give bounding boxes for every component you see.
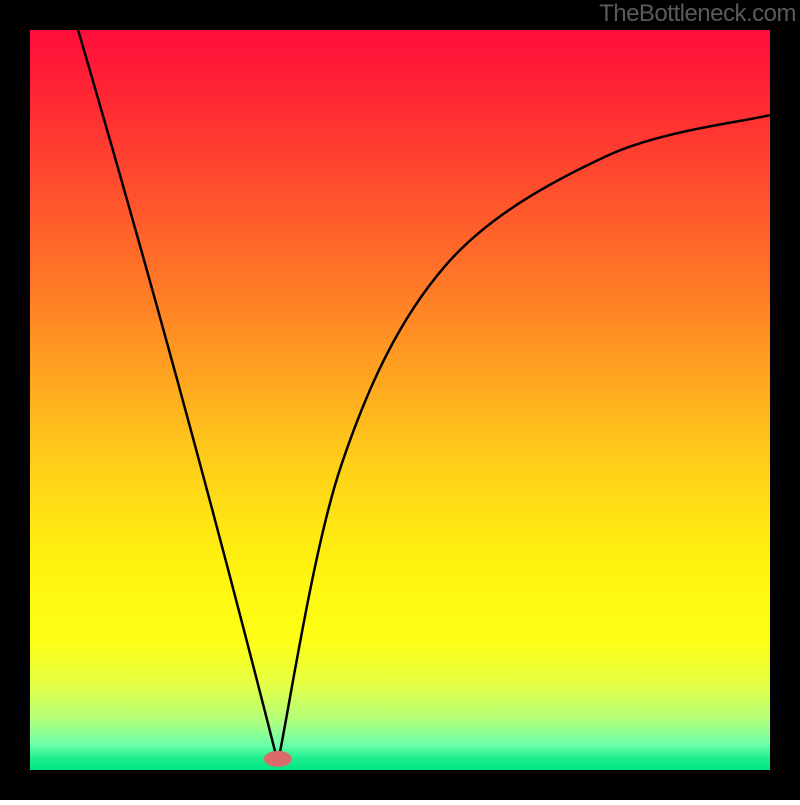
chart-svg <box>0 0 800 800</box>
attribution-text: TheBottleneck.com <box>599 0 796 28</box>
vertex-marker <box>264 751 292 767</box>
chart-background-gradient <box>30 30 770 770</box>
chart-canvas: TheBottleneck.com <box>0 0 800 800</box>
